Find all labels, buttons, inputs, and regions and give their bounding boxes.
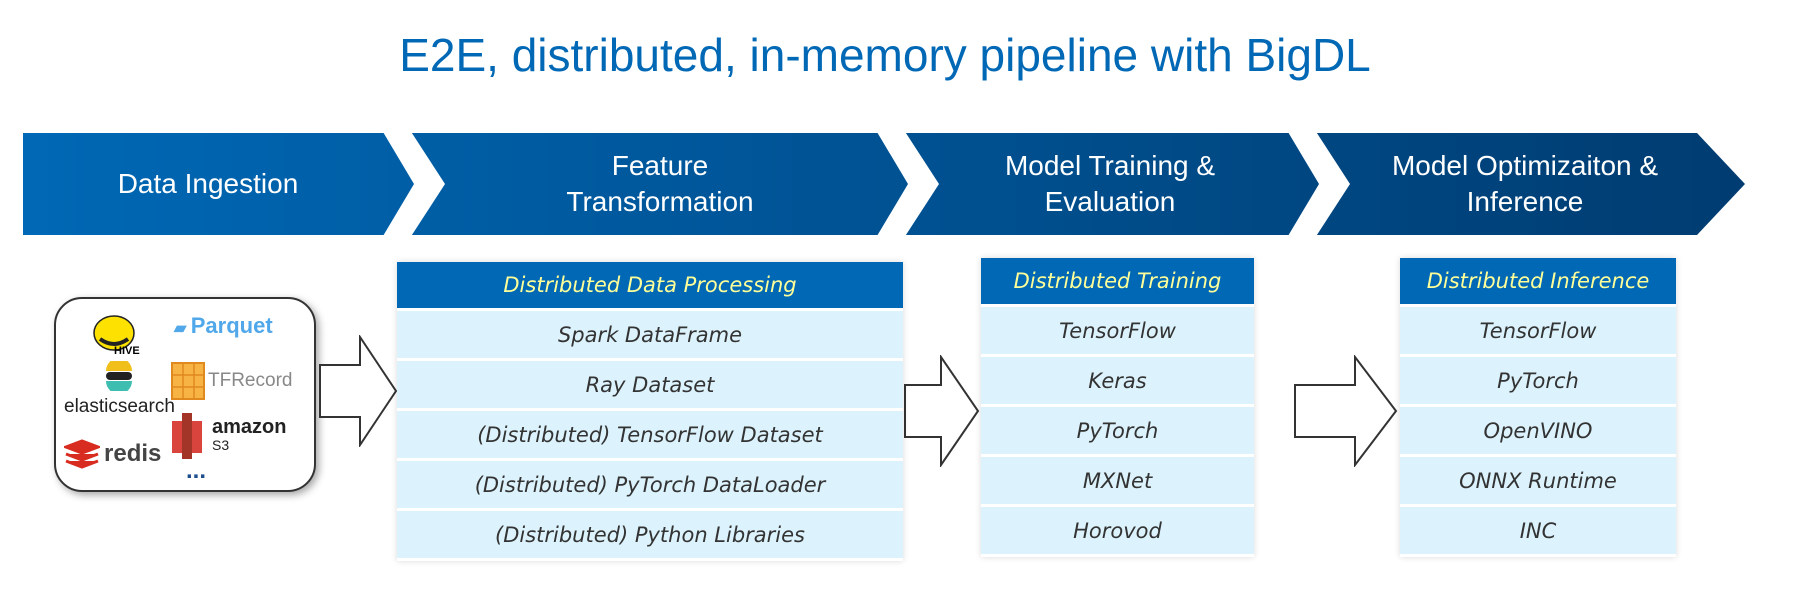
list-item: OpenVINO bbox=[1400, 407, 1676, 454]
elasticsearch-logo: elasticsearch bbox=[64, 358, 175, 418]
more-sources-ellipsis: ... bbox=[186, 457, 207, 484]
arrow-icon bbox=[319, 335, 398, 447]
stage-model-optimization: Model Optimizaiton & Inference bbox=[1391, 150, 1659, 217]
table-data-processing: Distributed Data Processing Spark DataFr… bbox=[397, 262, 903, 561]
list-item: INC bbox=[1400, 507, 1676, 554]
list-item: Horovod bbox=[981, 507, 1254, 554]
table-inference: Distributed Inference TensorFlow PyTorch… bbox=[1400, 258, 1676, 557]
list-item: Ray Dataset bbox=[397, 361, 903, 408]
table-training: Distributed Training TensorFlow Keras Py… bbox=[981, 258, 1254, 557]
list-item: Keras bbox=[981, 357, 1254, 404]
list-item: TensorFlow bbox=[981, 307, 1254, 354]
list-item: Spark DataFrame bbox=[397, 311, 903, 358]
list-item: (Distributed) Python Libraries bbox=[397, 511, 903, 558]
amazon-s3-logo: amazon S3 bbox=[168, 411, 286, 461]
parquet-logo: ▰ Parquet bbox=[174, 313, 273, 338]
pipeline-banner bbox=[23, 127, 1745, 241]
stage-data-ingestion: Data Ingestion bbox=[117, 168, 299, 199]
data-sources-box: HIVE ▰ Parquet elasticsearch TFRecord re… bbox=[54, 297, 316, 492]
redis-logo: redis bbox=[64, 439, 161, 469]
list-item: MXNet bbox=[981, 457, 1254, 504]
list-item: TensorFlow bbox=[1400, 307, 1676, 354]
list-item: (Distributed) PyTorch DataLoader bbox=[397, 461, 903, 508]
hive-logo: HIVE bbox=[86, 311, 146, 361]
table-header: Distributed Data Processing bbox=[397, 262, 903, 308]
arrow-icon bbox=[1294, 355, 1398, 467]
arrow-icon bbox=[904, 355, 980, 467]
diagram-title: E2E, distributed, in-memory pipeline wit… bbox=[399, 29, 1371, 81]
stage-model-training: Model Training & Evaluation bbox=[1004, 150, 1216, 217]
list-item: PyTorch bbox=[981, 407, 1254, 454]
table-header: Distributed Inference bbox=[1400, 258, 1676, 304]
table-header: Distributed Training bbox=[981, 258, 1254, 304]
tfrecord-logo: TFRecord bbox=[168, 359, 292, 403]
list-item: (Distributed) TensorFlow Dataset bbox=[397, 411, 903, 458]
stage-feature-transformation: Feature Transformation bbox=[566, 150, 754, 217]
list-item: PyTorch bbox=[1400, 357, 1676, 404]
chevron-separators bbox=[380, 127, 1350, 241]
list-item: ONNX Runtime bbox=[1400, 457, 1676, 504]
